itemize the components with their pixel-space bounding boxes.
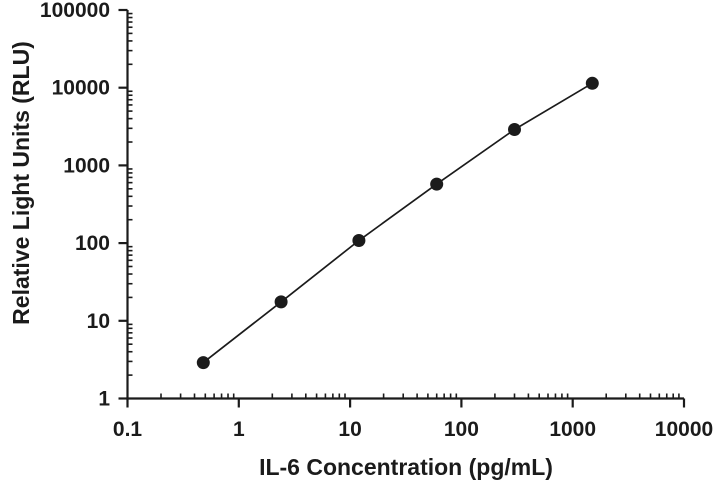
x-tick-label: 10	[338, 418, 361, 441]
data-point	[352, 234, 366, 247]
data-point	[508, 123, 521, 136]
x-tick-label: 1000	[549, 418, 596, 441]
series-layer	[196, 76, 599, 370]
y-axis-title: Relative Light Units (RLU)	[8, 41, 34, 325]
data-line	[202, 82, 593, 364]
y-tick-label: 100	[75, 232, 110, 255]
x-tick-label: 10000	[655, 418, 713, 441]
x-tick-label: 0.1	[113, 418, 143, 441]
x-tick-label: 1	[233, 418, 245, 441]
y-tick-label: 10000	[52, 77, 110, 100]
ticks-layer	[118, 8, 686, 408]
data-point	[274, 295, 288, 309]
y-tick-label: 1000	[63, 154, 110, 177]
data-point	[585, 76, 599, 90]
x-tick-label: 100	[444, 418, 479, 441]
x-axis-title: IL-6 Concentration (pg/mL)	[259, 454, 553, 480]
data-point	[430, 177, 444, 191]
data-point	[196, 356, 210, 370]
y-tick-label: 1	[98, 388, 110, 411]
y-tick-label: 100000	[40, 0, 110, 22]
axes-layer	[126, 10, 684, 400]
y-tick-label: 10	[87, 310, 110, 333]
